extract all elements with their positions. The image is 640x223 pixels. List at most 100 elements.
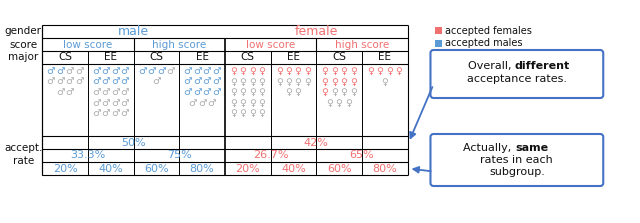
Text: ♀: ♀: [294, 88, 301, 97]
Text: ♂: ♂: [92, 67, 101, 76]
Text: subgroup.: subgroup.: [489, 167, 545, 177]
Text: ♂: ♂: [111, 88, 120, 97]
Text: ♂: ♂: [92, 109, 101, 118]
Text: ♂: ♂: [111, 99, 120, 107]
Text: ♀: ♀: [331, 88, 338, 97]
Text: ♀: ♀: [350, 67, 356, 76]
Text: ♀: ♀: [367, 67, 374, 76]
Text: ♂: ♂: [207, 99, 216, 107]
Text: ♀: ♀: [376, 67, 383, 76]
Text: CS: CS: [241, 52, 255, 62]
Text: ♀: ♀: [345, 99, 352, 107]
Text: ♂: ♂: [120, 67, 129, 76]
Text: ♂: ♂: [120, 88, 129, 97]
Text: ♀: ♀: [249, 67, 256, 76]
Text: ♂: ♂: [65, 67, 74, 76]
Text: ♀: ♀: [249, 109, 256, 118]
Text: EE: EE: [287, 52, 300, 62]
Text: ♂: ♂: [193, 88, 202, 97]
Text: ♂: ♂: [120, 109, 129, 118]
Text: ♀: ♀: [249, 88, 256, 97]
Text: score: score: [9, 39, 37, 50]
Text: ♂: ♂: [193, 78, 202, 87]
Text: ♀: ♀: [331, 67, 338, 76]
Text: ♀: ♀: [396, 67, 403, 76]
Text: ♀: ♀: [249, 99, 256, 107]
Text: ♂: ♂: [102, 67, 110, 76]
Text: 60%: 60%: [144, 163, 169, 173]
Text: ♀: ♀: [304, 78, 311, 87]
Text: ♂: ♂: [102, 99, 110, 107]
Text: ♂: ♂: [188, 99, 197, 107]
Text: ♀: ♀: [381, 78, 388, 87]
Text: ♂: ♂: [152, 78, 161, 87]
Text: ♀: ♀: [294, 78, 301, 87]
Text: ♀: ♀: [259, 78, 266, 87]
Text: ♂: ♂: [120, 99, 129, 107]
Text: ♂: ♂: [212, 67, 220, 76]
Text: ♀: ♀: [239, 99, 246, 107]
Text: high score: high score: [335, 39, 389, 50]
Text: ♀: ♀: [350, 78, 356, 87]
Text: ♂: ♂: [212, 78, 220, 87]
Text: ♂: ♂: [47, 78, 55, 87]
Text: ♀: ♀: [230, 99, 237, 107]
Text: ♀: ♀: [239, 67, 246, 76]
Text: ♀: ♀: [335, 99, 342, 107]
Text: ♀: ♀: [230, 67, 237, 76]
Text: ♂: ♂: [120, 78, 129, 87]
Text: ♀: ♀: [285, 88, 292, 97]
Text: ♀: ♀: [321, 67, 328, 76]
Text: ♀: ♀: [259, 99, 266, 107]
Text: ♀: ♀: [230, 109, 237, 118]
FancyBboxPatch shape: [431, 134, 604, 186]
Text: ♂: ♂: [102, 109, 110, 118]
Text: EE: EE: [378, 52, 391, 62]
Text: ♂: ♂: [111, 67, 120, 76]
Text: ♂: ♂: [75, 67, 83, 76]
Text: ♀: ♀: [230, 88, 237, 97]
Text: ♀: ♀: [285, 67, 292, 76]
Text: low score: low score: [63, 39, 113, 50]
Text: ♂: ♂: [65, 78, 74, 87]
Text: ♀: ♀: [276, 78, 283, 87]
Text: 75%: 75%: [167, 151, 191, 161]
Text: 20%: 20%: [236, 163, 260, 173]
Text: ♀: ♀: [239, 78, 246, 87]
Text: ♀: ♀: [350, 88, 356, 97]
Bar: [435, 53, 442, 60]
Text: accepted females: accepted females: [445, 25, 532, 35]
Text: 20%: 20%: [52, 163, 77, 173]
Text: ♀: ♀: [331, 78, 338, 87]
Bar: [435, 40, 442, 47]
Text: ♀: ♀: [259, 67, 266, 76]
Text: EE: EE: [104, 52, 117, 62]
Text: 40%: 40%: [281, 163, 306, 173]
Text: 26.7%: 26.7%: [253, 151, 289, 161]
Text: 50%: 50%: [121, 138, 146, 147]
Text: 65%: 65%: [349, 151, 374, 161]
Text: ♂: ♂: [147, 67, 156, 76]
Text: ♀: ♀: [239, 88, 246, 97]
Text: ♂: ♂: [184, 88, 192, 97]
Text: ♂: ♂: [75, 78, 83, 87]
FancyBboxPatch shape: [431, 50, 604, 98]
Text: 60%: 60%: [327, 163, 351, 173]
Text: ♂: ♂: [92, 99, 101, 107]
Text: major: major: [8, 52, 38, 62]
Text: ♂: ♂: [166, 67, 175, 76]
Text: high score: high score: [152, 39, 206, 50]
Text: ♀: ♀: [340, 88, 348, 97]
Text: ♂: ♂: [193, 67, 202, 76]
Text: 42%: 42%: [304, 138, 329, 147]
Text: EE: EE: [196, 52, 209, 62]
Text: ♀: ♀: [326, 99, 333, 107]
Text: ♂: ♂: [56, 67, 65, 76]
Text: ♂: ♂: [202, 88, 211, 97]
Text: ♂: ♂: [202, 67, 211, 76]
Text: 33.3%: 33.3%: [70, 151, 106, 161]
Text: ♀: ♀: [340, 78, 348, 87]
Text: accept.
rate: accept. rate: [4, 143, 42, 166]
Text: ♀: ♀: [276, 67, 283, 76]
Text: ♂: ♂: [92, 78, 101, 87]
